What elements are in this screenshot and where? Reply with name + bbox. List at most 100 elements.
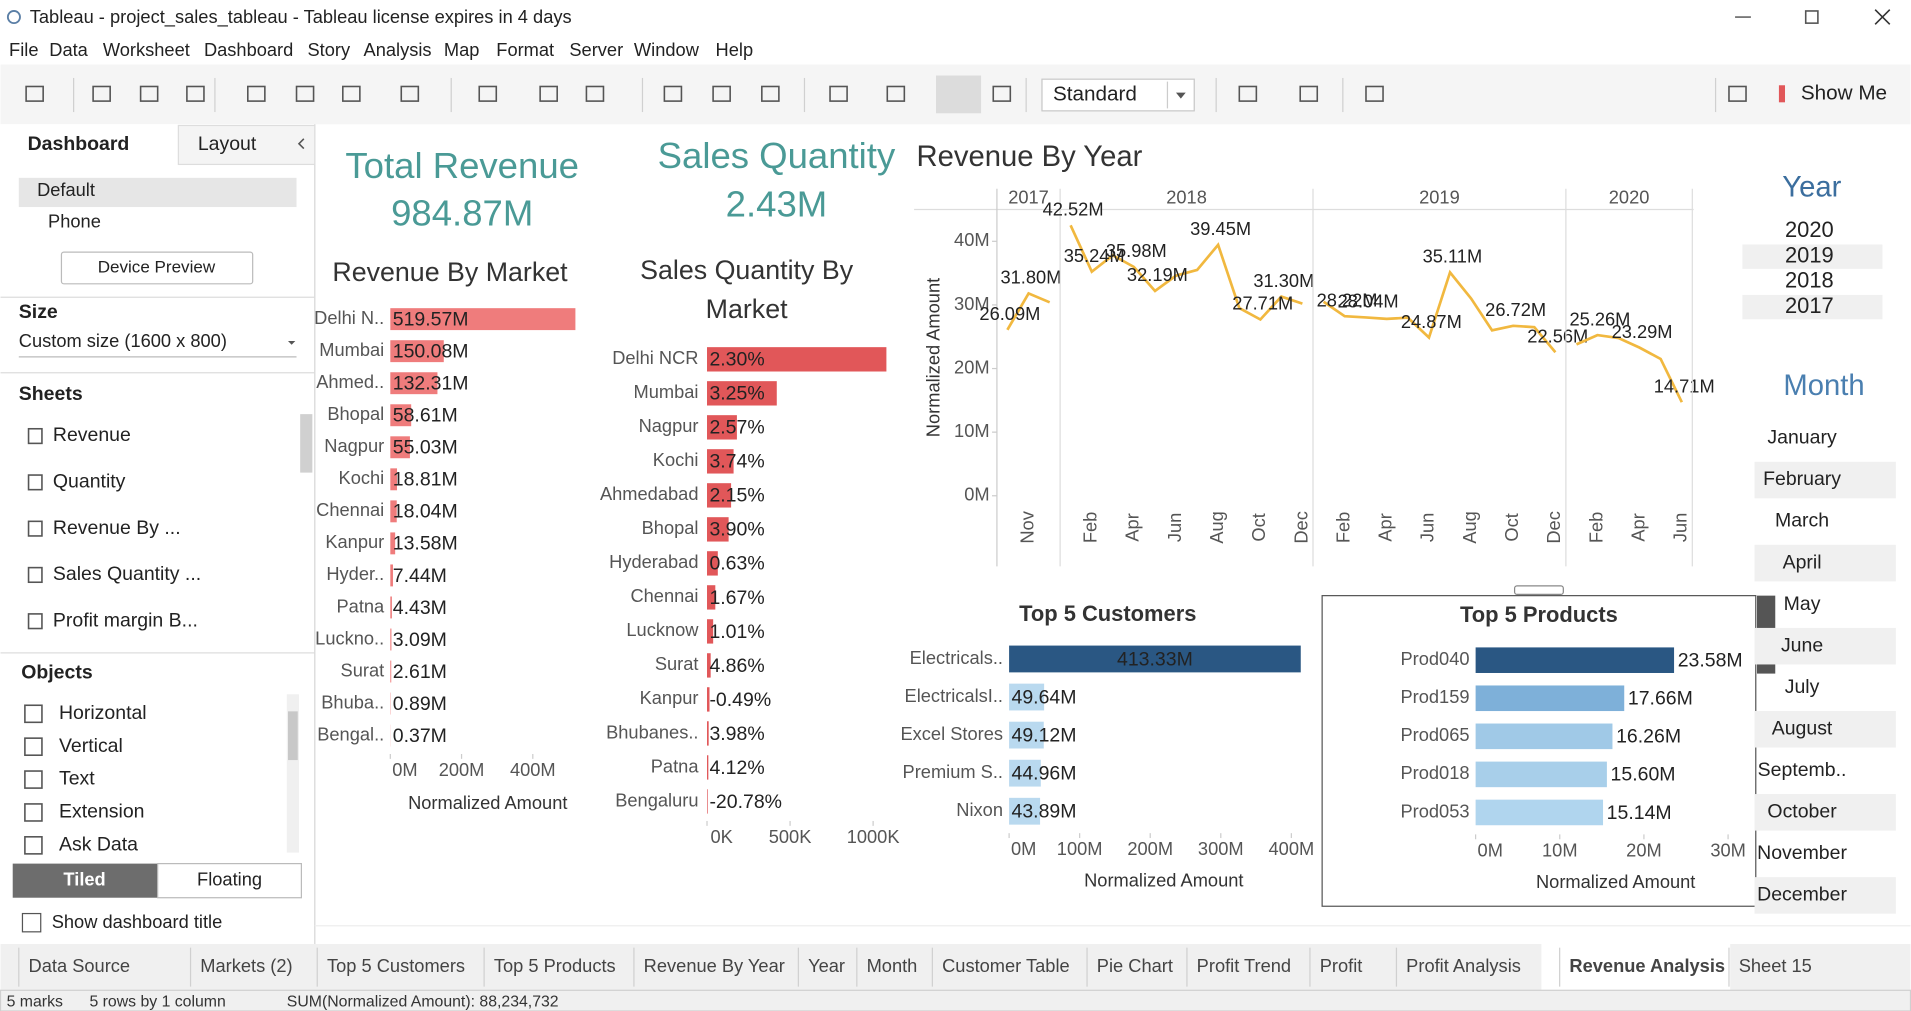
device[interactable]: Phone <box>48 211 101 232</box>
menu-item[interactable]: Worksheet <box>103 39 190 60</box>
toolbar-button[interactable] <box>92 85 111 102</box>
bar[interactable] <box>707 551 718 576</box>
bar[interactable] <box>707 585 716 610</box>
toolbar-button[interactable] <box>342 85 361 102</box>
sheet-item[interactable]: Sales Quantity ... <box>53 563 201 585</box>
filter-item[interactable]: January <box>1767 427 1837 449</box>
checkbox[interactable] <box>21 912 42 933</box>
menu-item[interactable]: File <box>9 39 38 60</box>
close-button[interactable] <box>1874 9 1891 25</box>
selected-zone[interactable] <box>1321 595 1757 907</box>
bar[interactable] <box>707 755 709 780</box>
bar[interactable] <box>707 619 714 644</box>
menu-item[interactable]: Map <box>444 39 480 60</box>
filter-item[interactable]: December <box>1757 884 1847 906</box>
bar[interactable] <box>707 449 734 474</box>
toolbar-button[interactable] <box>712 85 731 102</box>
toolbar-button[interactable] <box>186 85 205 102</box>
bar[interactable] <box>707 517 729 542</box>
filter-item[interactable]: May <box>1784 593 1821 615</box>
sheet-item[interactable]: Revenue <box>53 424 131 446</box>
bar[interactable] <box>1475 723 1613 750</box>
sheet-tab[interactable]: Pie Chart <box>1097 955 1173 976</box>
sidebar-tab[interactable]: Layout <box>198 133 257 155</box>
filter-item[interactable]: 2017 <box>1785 293 1834 318</box>
filter-item[interactable]: August <box>1772 717 1833 739</box>
object-item[interactable]: Text <box>59 768 95 790</box>
filter-item[interactable]: October <box>1767 800 1837 822</box>
line[interactable] <box>1322 269 1557 354</box>
filter-item[interactable]: April <box>1783 551 1822 573</box>
toolbar-button[interactable] <box>1299 85 1319 102</box>
sheet-tab[interactable]: Profit Trend <box>1197 955 1291 976</box>
toolbar-button[interactable] <box>25 85 44 102</box>
zone-handle[interactable] <box>1513 585 1564 596</box>
sheet-tab[interactable]: Data Source <box>29 955 131 976</box>
line[interactable] <box>1006 291 1051 331</box>
menu-item[interactable]: Story <box>307 39 350 60</box>
menu-item[interactable]: Analysis <box>364 39 432 60</box>
toolbar-button[interactable] <box>139 85 159 102</box>
toolbar-button[interactable] <box>1728 85 1747 102</box>
bar[interactable] <box>390 404 412 427</box>
sheet-item[interactable]: Revenue By ... <box>53 517 181 539</box>
line[interactable] <box>1069 224 1303 322</box>
bar[interactable] <box>390 372 438 395</box>
sheet-tab[interactable]: Revenue Analysis <box>1569 955 1725 976</box>
toolbar-button[interactable] <box>478 85 498 102</box>
bar[interactable] <box>1009 721 1044 749</box>
tiled-button[interactable] <box>12 863 158 898</box>
bar[interactable] <box>707 687 710 712</box>
floating-button[interactable] <box>157 863 303 899</box>
bar[interactable] <box>1009 683 1045 711</box>
bar[interactable] <box>390 436 410 459</box>
sheet-item[interactable]: Profit margin B... <box>53 609 198 631</box>
menu-item[interactable]: Format <box>496 39 554 60</box>
filter-item[interactable]: Septemb.. <box>1758 759 1847 781</box>
bar[interactable] <box>390 564 393 587</box>
filter-item[interactable]: March <box>1775 510 1829 532</box>
object-item[interactable]: Ask Data <box>59 833 138 855</box>
toolbar-button[interactable] <box>829 85 848 102</box>
bar[interactable] <box>390 660 392 683</box>
collapse-icon[interactable] <box>297 138 305 150</box>
bar[interactable] <box>707 381 777 406</box>
bar[interactable] <box>707 483 732 508</box>
bar[interactable] <box>707 347 887 372</box>
bar[interactable] <box>1009 797 1041 825</box>
toolbar-button[interactable] <box>886 85 906 102</box>
filter-item[interactable]: 2018 <box>1785 268 1834 293</box>
toolbar-button[interactable] <box>1365 85 1384 102</box>
bar[interactable] <box>1475 685 1625 712</box>
bar[interactable] <box>707 721 709 746</box>
menu-item[interactable]: Dashboard <box>204 39 293 60</box>
toolbar-button[interactable] <box>992 85 1012 102</box>
sheet-item[interactable]: Quantity <box>53 470 126 492</box>
bar[interactable] <box>1009 645 1301 673</box>
toolbar-button[interactable] <box>1238 85 1258 102</box>
filter-item[interactable]: February <box>1763 468 1841 490</box>
bar[interactable] <box>390 596 392 619</box>
fit-dropdown[interactable] <box>1041 78 1195 112</box>
toolbar-button[interactable] <box>585 85 605 102</box>
toolbar-button[interactable] <box>539 85 558 102</box>
toolbar-button[interactable] <box>247 85 266 102</box>
device-preview-button[interactable] <box>60 251 254 285</box>
bar[interactable] <box>707 653 711 678</box>
object-item[interactable]: Extension <box>59 801 145 823</box>
filter-item[interactable]: 2020 <box>1785 217 1834 242</box>
toolbar-button[interactable] <box>295 85 315 102</box>
size-value[interactable]: Custom size (1600 x 800) <box>19 330 227 351</box>
bar[interactable] <box>1475 799 1604 826</box>
menu-item[interactable]: Window <box>634 39 700 60</box>
sheet-tab[interactable]: Top 5 Products <box>494 955 616 976</box>
sheet-tab[interactable]: Revenue By Year <box>644 955 785 976</box>
toolbar-button[interactable] <box>400 85 420 102</box>
sheet-tab[interactable]: Markets (2) <box>200 955 292 976</box>
bar[interactable] <box>390 468 398 491</box>
bar[interactable] <box>1475 761 1607 788</box>
object-item[interactable]: Vertical <box>59 735 123 757</box>
filter-item[interactable]: June <box>1781 634 1823 656</box>
bar[interactable] <box>707 789 708 814</box>
object-item[interactable]: Horizontal <box>59 702 147 724</box>
